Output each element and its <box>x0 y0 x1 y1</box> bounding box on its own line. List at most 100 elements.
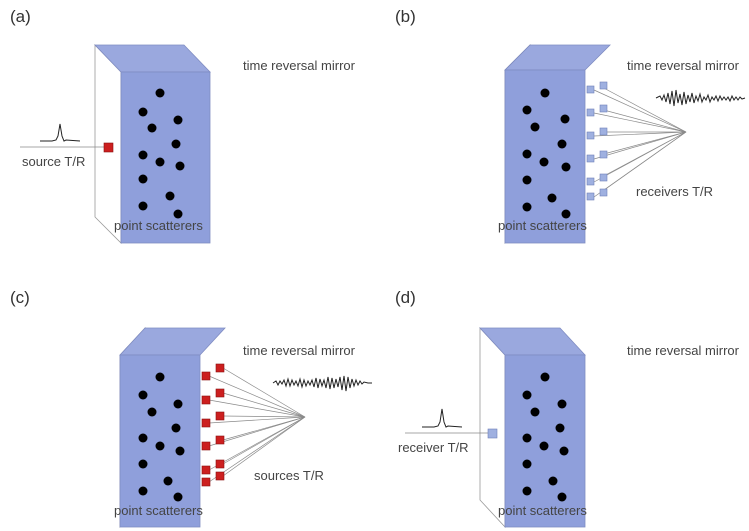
point-scatterer <box>147 123 157 133</box>
slab-front-face <box>119 354 201 528</box>
receiver-transducer <box>599 173 608 182</box>
panel-label-d: (d) <box>395 288 416 307</box>
point-scatterer <box>173 399 183 409</box>
panel-label-a: (a) <box>10 7 31 26</box>
point-scatterer <box>555 423 565 433</box>
slab-front-face <box>120 71 211 244</box>
slab-a <box>94 44 211 244</box>
point-scatterer <box>165 191 175 201</box>
point-scatterer <box>547 193 557 203</box>
mirror-label: time reversal mirror <box>243 343 356 358</box>
scatterers-label: point scatterers <box>498 503 587 518</box>
source-transducer <box>215 411 225 421</box>
point-scatterer <box>539 157 549 167</box>
point-scatterer <box>138 150 148 160</box>
receiver-array <box>586 81 608 201</box>
point-scatterer <box>522 202 532 212</box>
mirror-label: time reversal mirror <box>627 343 740 358</box>
source-transducer <box>201 395 211 405</box>
receiver-transducer <box>599 104 608 113</box>
scatterers-label: point scatterers <box>114 503 203 518</box>
receiver-transducer <box>586 192 595 201</box>
point-scatterer <box>522 175 532 185</box>
point-scatterer <box>163 476 173 486</box>
slab-d <box>479 326 586 529</box>
point-scatterer <box>155 88 165 98</box>
panel-label-c: (c) <box>10 288 30 307</box>
receiver-transducer <box>586 108 595 117</box>
point-scatterer <box>560 114 570 124</box>
point-scatterer <box>530 407 540 417</box>
point-scatterer <box>522 390 532 400</box>
receiver-transducer <box>599 188 608 197</box>
source-transducer <box>201 418 211 428</box>
panel-d: (d) time reversal mirror point scatterer… <box>395 288 740 529</box>
receiver-transducer <box>599 150 608 159</box>
pulse-signal <box>40 123 81 142</box>
mirror-label: time reversal mirror <box>627 58 740 73</box>
point-scatterer <box>540 372 550 382</box>
source-transducer <box>201 465 211 475</box>
slab-top-face <box>504 44 611 71</box>
slab-side-face <box>479 326 506 529</box>
point-scatterer <box>171 139 181 149</box>
slab-b <box>504 44 611 244</box>
source-transducer <box>215 435 225 445</box>
panel-c: (c) <box>10 288 372 529</box>
receiver-transducer <box>599 81 608 90</box>
source-transducer <box>201 371 211 381</box>
point-scatterer <box>557 139 567 149</box>
receiver-transducer <box>586 131 595 140</box>
mirror-label: time reversal mirror <box>243 58 356 73</box>
receiver-transducer <box>487 428 498 439</box>
point-scatterer <box>138 107 148 117</box>
point-scatterer <box>522 459 532 469</box>
source-transducer <box>215 363 225 373</box>
source-rays <box>208 367 306 483</box>
point-scatterer <box>530 122 540 132</box>
panel-label-b: (b) <box>395 7 416 26</box>
slab-c <box>119 326 226 529</box>
point-scatterer <box>175 161 185 171</box>
receiver-transducer <box>586 85 595 94</box>
source-transducer <box>201 441 211 451</box>
scatterers-d <box>522 372 569 502</box>
point-scatterer <box>147 407 157 417</box>
point-scatterer <box>138 486 148 496</box>
panel-b: (b) <box>395 7 746 244</box>
slab-front-face <box>504 354 586 528</box>
point-scatterer <box>557 492 567 502</box>
point-scatterer <box>548 476 558 486</box>
point-scatterer <box>522 486 532 496</box>
point-scatterer <box>561 209 571 219</box>
point-scatterer <box>138 174 148 184</box>
receiver-transducer <box>599 127 608 136</box>
source-array <box>201 363 225 487</box>
point-scatterer <box>171 423 181 433</box>
point-scatterer <box>155 157 165 167</box>
slab-front-face <box>504 69 586 244</box>
transducer-label: source T/R <box>22 154 85 169</box>
pulse-signal <box>422 408 463 428</box>
transducer-label: receivers T/R <box>636 184 713 199</box>
scatterers-label: point scatterers <box>498 218 587 233</box>
source-transducer <box>103 142 114 153</box>
point-scatterer <box>173 115 183 125</box>
transducer-label: sources T/R <box>254 468 324 483</box>
point-scatterer <box>138 459 148 469</box>
receiver-transducer <box>586 154 595 163</box>
source-transducer <box>215 459 225 469</box>
point-scatterer <box>173 492 183 502</box>
coda-signal <box>655 89 746 107</box>
point-scatterer <box>155 372 165 382</box>
point-scatterer <box>559 446 569 456</box>
source-transducer <box>215 471 225 481</box>
scatterers-label: point scatterers <box>114 218 203 233</box>
point-scatterer <box>138 390 148 400</box>
scatterers-c <box>138 372 185 502</box>
point-scatterer <box>138 433 148 443</box>
source-transducer <box>215 388 225 398</box>
slab-top-face <box>119 327 226 356</box>
reversed-coda-signal <box>272 375 372 392</box>
